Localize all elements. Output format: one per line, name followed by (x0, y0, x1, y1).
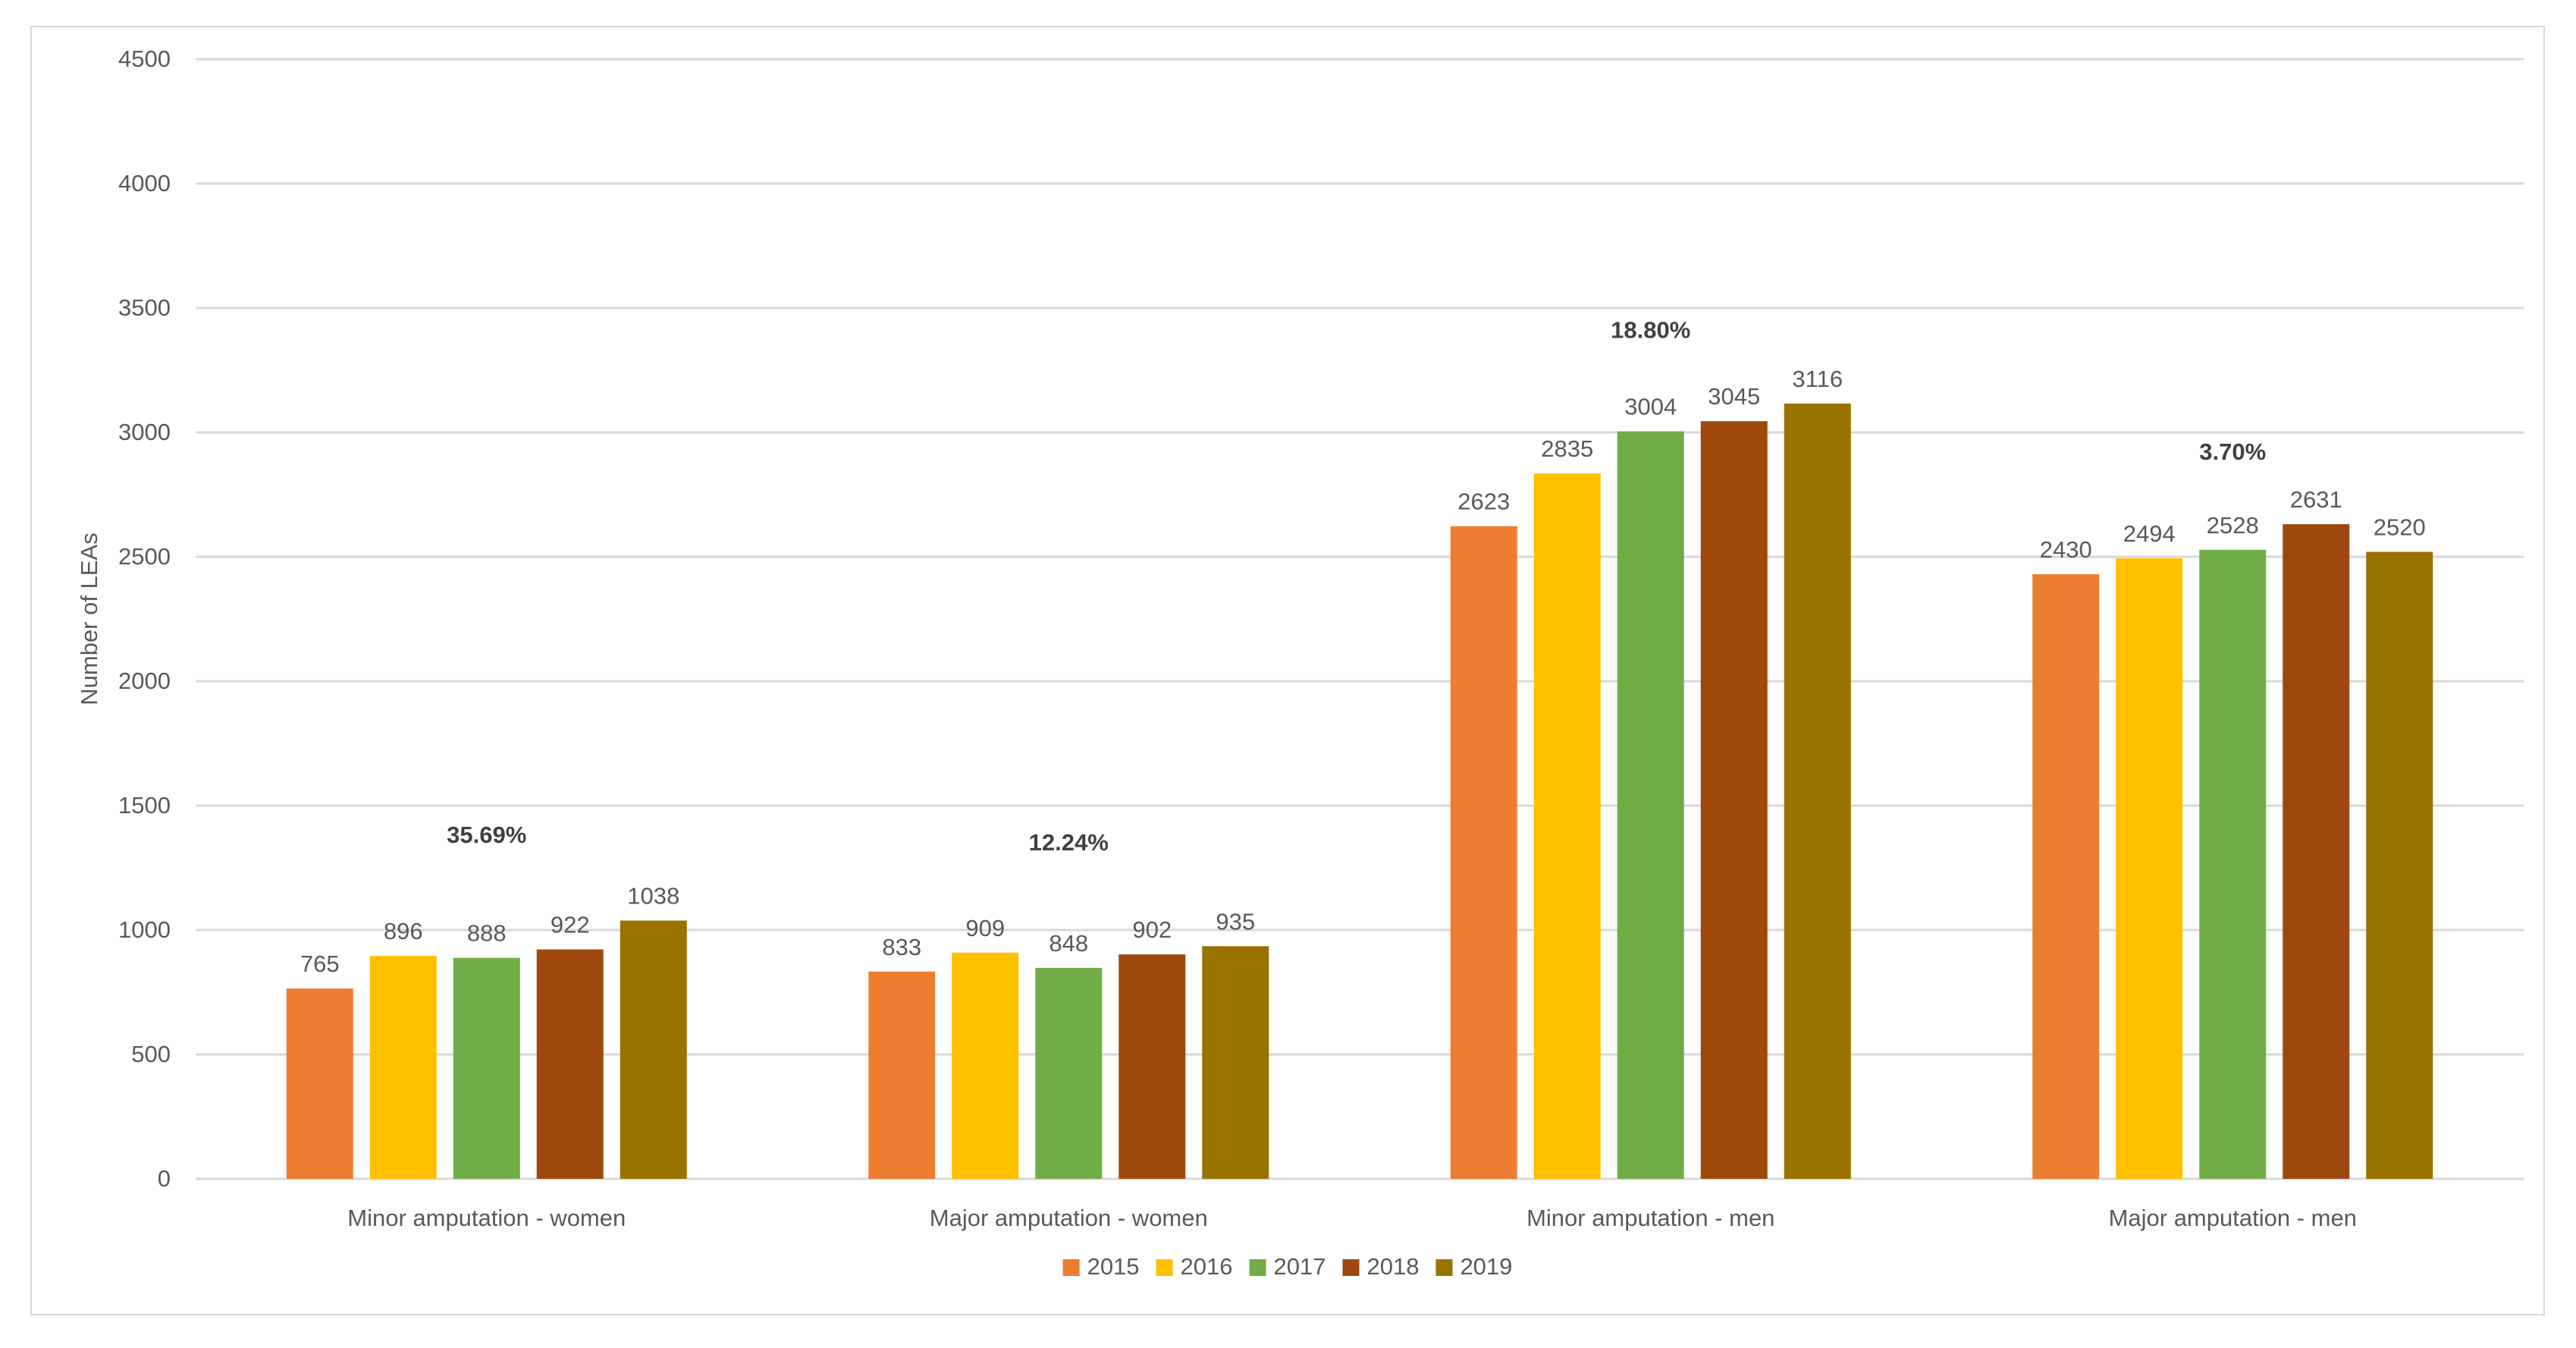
percent-change-label: 35.69% (447, 822, 526, 848)
data-label: 3045 (1708, 383, 1760, 410)
data-label: 935 (1216, 908, 1255, 935)
legend-swatch-2016 (1156, 1259, 1173, 1276)
percent-change-label: 12.24% (1029, 829, 1109, 856)
data-label: 922 (551, 912, 590, 938)
bar-2015-2 (868, 971, 936, 1179)
y-tick-label: 2000 (118, 668, 171, 694)
bar-2019-3 (1784, 403, 1851, 1179)
bar-2018-3 (1700, 421, 1768, 1179)
data-label: 765 (300, 951, 340, 977)
legend-label: 2016 (1181, 1253, 1233, 1280)
percent-change-label: 3.70% (2199, 438, 2266, 465)
data-label: 833 (882, 934, 921, 960)
bar-2019-2 (1202, 946, 1269, 1179)
data-label: 3004 (1624, 394, 1677, 420)
data-label: 1038 (627, 883, 679, 910)
bar-2017-3 (1617, 431, 1684, 1179)
y-tick-label: 3000 (118, 419, 171, 445)
data-label: 2528 (2207, 512, 2259, 539)
category-label: Major amputation - men (2109, 1205, 2357, 1231)
bar-2016-2 (952, 952, 1019, 1179)
data-label: 2835 (1541, 435, 1593, 462)
y-tick-label: 2500 (118, 543, 171, 570)
legend-swatch-2018 (1342, 1259, 1360, 1276)
data-label: 909 (965, 915, 1005, 941)
percent-change-label: 18.80% (1611, 316, 1690, 343)
bar-2017-1 (453, 957, 520, 1179)
y-tick-label: 4000 (118, 170, 171, 196)
data-label: 2520 (2374, 514, 2426, 540)
data-label: 902 (1132, 916, 1172, 943)
bar-2018-4 (2283, 524, 2350, 1179)
y-tick-label: 500 (131, 1041, 171, 1067)
bar-2019-1 (620, 920, 687, 1179)
y-tick-label: 0 (158, 1165, 171, 1192)
data-label: 2494 (2123, 520, 2176, 547)
y-tick-label: 4500 (118, 46, 171, 72)
bar-2018-1 (536, 949, 604, 1179)
data-label: 3116 (1792, 366, 1843, 392)
bar-2016-3 (1533, 473, 1601, 1179)
data-label: 2623 (1457, 489, 1510, 515)
bar-2015-4 (2032, 573, 2100, 1179)
y-axis-title: Number of LEAs (76, 533, 102, 705)
legend-swatch-2019 (1435, 1259, 1453, 1276)
bar-2015-1 (286, 988, 353, 1179)
y-tick-label: 1500 (118, 792, 171, 819)
category-label: Major amputation - women (930, 1205, 1208, 1231)
y-tick-label: 3500 (118, 294, 171, 321)
bar-2015-3 (1450, 526, 1517, 1179)
bar-2016-4 (2116, 558, 2183, 1179)
data-label: 896 (384, 918, 423, 944)
bar-2016-1 (369, 956, 437, 1179)
data-label: 2631 (2290, 486, 2342, 513)
legend-swatch-2015 (1062, 1259, 1080, 1276)
legend-label: 2017 (1274, 1253, 1326, 1280)
bar-2019-4 (2366, 551, 2433, 1179)
data-label: 848 (1049, 930, 1088, 957)
category-label: Minor amputation - men (1526, 1205, 1774, 1231)
legend-label: 2018 (1366, 1253, 1419, 1280)
bar-2017-2 (1035, 967, 1103, 1179)
legend-swatch-2017 (1249, 1259, 1266, 1276)
bar-2017-4 (2199, 549, 2267, 1179)
data-label: 888 (467, 920, 507, 947)
category-label: Minor amputation - women (347, 1205, 626, 1231)
data-label: 2430 (2040, 536, 2092, 563)
bar-2018-2 (1119, 954, 1186, 1179)
legend-label: 2015 (1087, 1253, 1140, 1280)
y-tick-label: 1000 (118, 916, 171, 943)
legend-label: 2019 (1460, 1253, 1512, 1280)
